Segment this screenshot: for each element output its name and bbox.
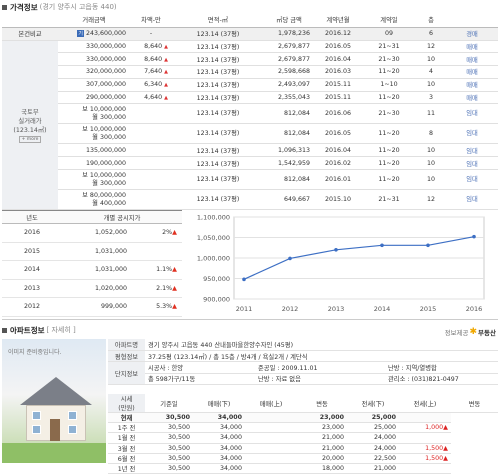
x-tick-label: 2016 <box>466 305 483 313</box>
table-row: 보 80,000,000 월 400,000 123.14 (37평) 649,667… <box>2 189 498 211</box>
data-point <box>472 234 476 239</box>
table-row: 2015 1,031,000 <box>2 242 182 261</box>
table-row: 2016 1,052,000 2%▲ <box>2 223 182 243</box>
table-row: 보 10,000,000 월 300,000 123.14 (37평) 812,084… <box>2 123 498 145</box>
x-tick-label: 2011 <box>236 305 253 313</box>
section-divider <box>2 319 498 320</box>
more-button[interactable]: + more <box>18 135 42 143</box>
market-price-table: 시세 (만원) 기준일 매매(下) 매매(上) 변동 전세(下) 전세(上) 변동… <box>108 394 498 474</box>
provider-brand: 정보제공 ✱ 부동산 <box>444 327 496 337</box>
apt-section-title: 아파트정보 [ 자세히 ] <box>2 324 76 336</box>
y-tick-label: 950,000 <box>203 275 230 283</box>
x-tick-label: 2012 <box>282 305 299 313</box>
up-arrow-icon: ▲ <box>172 303 177 311</box>
table-row: 1주 전 30,500 34,000 23,000 25,000 1,000▲ <box>108 422 498 434</box>
y-tick-label: 900,000 <box>203 296 230 304</box>
series-line <box>243 236 475 280</box>
table-row-main: 본건비교 기 243,600,000 - 123.14 (37평) 1,978,2… <box>2 27 498 41</box>
table-row: 2013 1,020,000 2.1%▲ <box>2 279 182 298</box>
square-bullet-icon <box>2 327 7 333</box>
table-row: 1년 전 30,500 34,000 18,000 21,000 <box>108 463 498 474</box>
table-row: 190,000,000 123.14 (37평) 1,542,959 2016.02 1… <box>2 156 498 171</box>
public-price-table: 년도 개별 공시지가 2016 1,052,000 2%▲ 2015 1,031,000… <box>2 210 182 317</box>
auction-tag: 기 <box>77 30 84 37</box>
apartment-photo: 이미지 준비중입니다. <box>2 339 106 463</box>
table-row: 320,000,000 7,640 ▲ 123.14 (37평) 2,598,668 2… <box>2 65 498 79</box>
data-point <box>426 243 430 248</box>
table-row: 1월 전 30,500 34,000 21,000 24,000 <box>108 432 498 444</box>
up-arrow-icon: ▲ <box>172 284 177 292</box>
y-tick-label: 1,050,000 <box>197 234 230 242</box>
up-arrow-icon: ▲ <box>172 266 177 274</box>
star-logo-icon: ✱ <box>469 327 478 337</box>
table-row: 보 10,000,000 월 300,000 123.14 (37평) 812,084… <box>2 103 498 125</box>
square-bullet-icon <box>2 4 7 10</box>
data-point <box>334 248 338 252</box>
table-row: 6월 전 30,500 34,000 20,000 22,500 1,500▲ <box>108 453 498 464</box>
price-section-title: 가격정보 (경기 양주시 고읍동 440) <box>2 1 117 13</box>
up-arrow-icon: ▲ <box>172 229 177 237</box>
up-arrow-icon: ▲ <box>164 43 168 50</box>
data-point <box>288 256 292 261</box>
price-table: 거래금액 차액-만 면적-㎡ ㎡당 금액 계약년월 계약일 층 본건비교 기 24… <box>2 13 498 211</box>
table-row: 307,000,000 6,340 ▲ 123.14 (37평) 2,493,097 2… <box>2 78 498 92</box>
table-row: 현재 30,500 34,000 23,000 25,000 <box>108 412 498 424</box>
public-price-chart: 900,000 950,000 1,000,000 1,050,000 1,100,00… <box>197 214 485 313</box>
table-row: 330,000,000 8,640 ▲ 123.14 (37평) 2,679,877 2… <box>2 52 498 67</box>
data-point <box>380 243 384 248</box>
table-row: 2012 999,000 5.3%▲ <box>2 297 182 317</box>
table-row: 보 10,000,000 월 300,000 123.14 (37평) 812,084… <box>2 169 498 191</box>
table-row: 3월 전 30,500 34,000 21,000 24,000 1,500▲ <box>108 443 498 454</box>
x-tick-label: 2014 <box>374 305 391 313</box>
table-row: 국토부 실거래가 (123.14㎡) + more 330,000,000 8,640 ▲… <box>2 40 498 211</box>
up-arrow-icon: ▲ <box>164 95 168 102</box>
y-tick-label: 1,000,000 <box>197 255 230 263</box>
x-tick-label: 2013 <box>328 305 345 313</box>
y-tick-label: 1,100,000 <box>197 214 230 222</box>
table-row: 2014 1,031,000 1.1%▲ <box>2 260 182 280</box>
price-table-header: 거래금액 차액-만 면적-㎡ ㎡당 금액 계약년월 계약일 층 <box>2 13 498 28</box>
table-row: 290,000,000 4,640 ▲ 123.14 (37평) 2,355,043 2… <box>2 91 498 105</box>
transaction-group-label: 국토부 실거래가 (123.14㎡) + more <box>2 40 58 211</box>
detail-link[interactable]: [ 자세히 ] <box>46 326 76 334</box>
data-point <box>242 277 246 282</box>
up-arrow-icon: ▲ <box>164 69 168 76</box>
apartment-info-table: 아파트명 경기 양주시 고읍동 440 산내들마을한양수자인 (45평) 평형정… <box>108 339 498 386</box>
up-arrow-icon: ▲ <box>164 56 168 63</box>
x-tick-label: 2015 <box>420 305 437 313</box>
house-icon <box>20 377 92 405</box>
table-row: 135,000,000 123.14 (37평) 1,096,313 2016.04 1… <box>2 143 498 158</box>
up-arrow-icon: ▲ <box>164 82 168 89</box>
